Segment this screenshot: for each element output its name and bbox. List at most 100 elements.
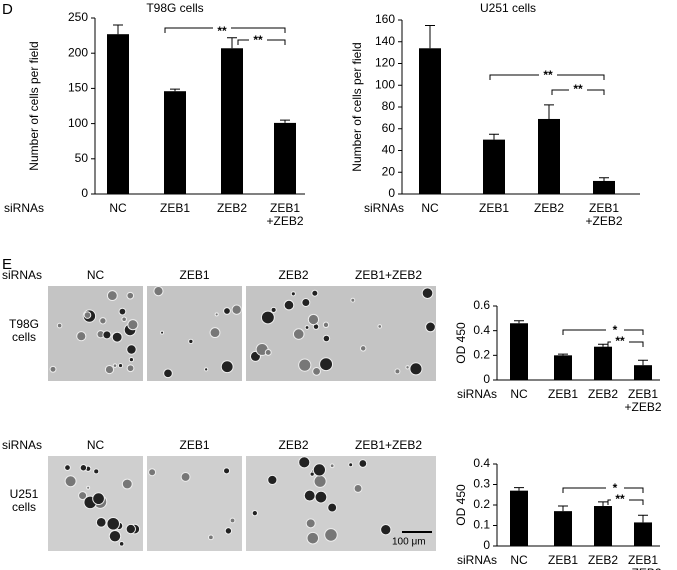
y-tick-label: 0 [483,538,490,552]
colony [306,531,320,545]
significance-label: * [613,323,618,337]
colony [421,287,434,299]
colony [83,311,92,319]
error-bar [489,133,499,140]
bar [164,91,186,194]
x-tick-label: ZEB1 [159,201,191,215]
colony [267,474,278,486]
y-tick-label: 200 [68,45,88,59]
row-header: siRNAs [2,438,42,452]
y-axis-label: Number of cells per field [27,41,41,170]
colony [303,489,316,502]
colony [312,366,321,376]
error-bar [514,320,524,324]
colony [108,529,122,543]
colony [104,364,115,375]
significance-label: ** [253,33,263,47]
colony [224,527,233,535]
y-tick-label: 0.3 [473,477,490,491]
x-tick-label: NC [510,387,528,401]
colony [229,517,236,524]
colony [188,338,194,345]
column-label: ZEB1+ZEB2 [354,268,423,282]
bar [510,490,528,546]
colony [348,462,354,468]
bar [510,323,528,380]
y-axis-label: OD 450 [454,322,468,364]
colony [329,463,335,469]
colony [220,360,234,374]
bar [594,506,612,546]
error-bar [425,24,435,49]
bar [634,522,652,546]
error-bar [598,501,608,507]
column-label: ZEB2 [278,438,309,452]
colony [324,528,338,542]
colony [312,463,326,477]
colony [79,464,88,472]
colony [290,291,296,297]
x-tick-label: ZEB1 +ZEB2 [624,553,661,570]
y-tick-label: 0 [388,186,395,200]
colony [264,348,272,356]
error-bar [558,353,568,356]
row-header: siRNAs [2,268,42,282]
colony [270,306,277,313]
column-label: ZEB2 [278,268,309,282]
y-tick-label: 150 [68,81,88,95]
colony [208,534,214,541]
colony [358,459,368,468]
colony [251,510,258,517]
x-tick-label: ZEB1 +ZEB2 [266,201,304,228]
colony [126,291,135,300]
colony [118,307,127,316]
y-tick-label: 120 [375,56,395,70]
y-tick-label: 250 [68,10,88,24]
error-bar [599,177,609,181]
colony [327,502,338,513]
error-bar [113,24,123,35]
bar [554,511,572,546]
colony [160,330,165,335]
colony [153,286,164,297]
x-tick-label: ZEB1 [547,553,579,567]
y-tick-label: 140 [375,34,395,48]
y-tick-label: 160 [375,12,395,26]
panel-letter: E [2,256,12,273]
significance-label: ** [615,492,625,506]
label-backdrop [569,83,587,94]
colony [76,331,87,342]
colony [92,492,105,506]
x-axis-label: siRNAs [363,201,405,215]
x-tick-label: ZEB2 [533,201,565,215]
x-tick-label: ZEB1 [478,201,510,215]
y-tick-label: 0 [483,372,490,386]
colony [49,365,57,373]
significance-label: ** [573,82,583,96]
colony [118,541,125,547]
colony [314,490,328,504]
colony [106,516,120,531]
bar [538,118,560,194]
y-tick-label: 0.6 [473,298,490,312]
colony [93,468,100,475]
scale-bar-label: 100 μm [392,537,426,548]
colony [148,468,157,477]
y-tick-label: 100 [375,77,395,91]
label-backdrop [606,324,624,335]
column-label: ZEB1 [179,268,210,282]
colony [95,517,107,528]
colony [121,316,127,323]
x-tick-label: NC [109,201,127,215]
x-tick-label: ZEB2 [216,201,248,215]
colony [78,491,88,501]
error-bar [170,88,180,92]
colony [64,475,77,488]
column-label: NC [86,438,105,452]
y-tick-label: 0 [81,186,88,200]
error-bar [638,359,648,366]
label-backdrop [213,25,231,36]
bar [593,180,615,194]
bar [419,48,441,195]
